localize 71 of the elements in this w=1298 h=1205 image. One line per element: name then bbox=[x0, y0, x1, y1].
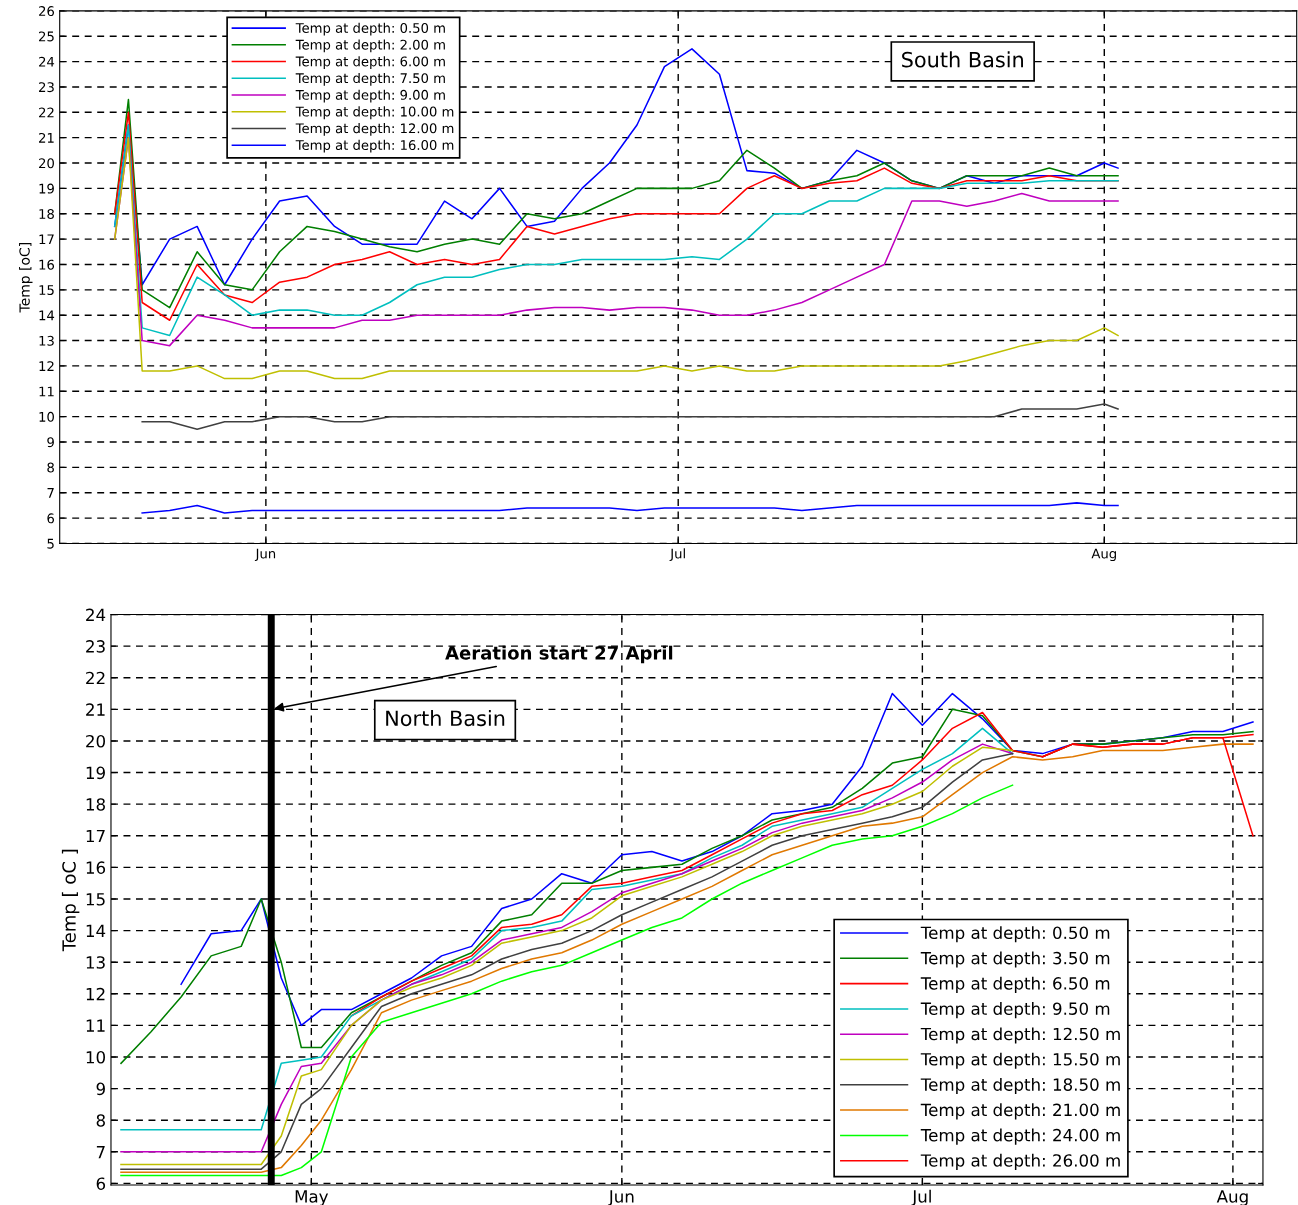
legend-label: Temp at depth: 10.00 m bbox=[295, 106, 454, 120]
y-tick-label: 13 bbox=[39, 335, 54, 346]
y-tick-label: 19 bbox=[39, 183, 54, 194]
y-tick-label: 6 bbox=[96, 1177, 106, 1190]
y-tick-label: 14 bbox=[86, 924, 106, 937]
legend-label: Temp at depth: 3.50 m bbox=[920, 951, 1110, 968]
legend-label: Temp at depth: 24.00 m bbox=[920, 1128, 1120, 1145]
y-tick-label: 25 bbox=[39, 31, 54, 42]
legend-label: Temp at depth: 9.50 m bbox=[920, 1002, 1110, 1019]
legend-label: Temp at depth: 7.50 m bbox=[295, 72, 445, 86]
y-tick-label: 12 bbox=[39, 361, 54, 371]
legend-label: Temp at depth: 0.50 m bbox=[295, 22, 445, 36]
y-tick-label: 26 bbox=[39, 6, 55, 17]
annotation: Aeration start 27 April bbox=[445, 645, 673, 664]
x-tick-label: Aug bbox=[1091, 548, 1116, 562]
legend-label: Temp at depth: 21.00 m bbox=[920, 1103, 1120, 1120]
y-tick-label: 17 bbox=[86, 829, 105, 843]
y-tick-label: 11 bbox=[39, 386, 54, 397]
y-tick-label: 7 bbox=[96, 1145, 105, 1159]
legend-label: Temp at depth: 15.50 m bbox=[920, 1052, 1120, 1069]
y-tick-label: 9 bbox=[47, 437, 54, 448]
y-tick-label: 15 bbox=[86, 893, 105, 906]
x-tick-label: May bbox=[295, 1190, 329, 1205]
y-tick-label: 13 bbox=[86, 956, 105, 969]
x-tick-label: Aug bbox=[1216, 1190, 1248, 1205]
y-tick-label: 17 bbox=[39, 234, 54, 245]
y-tick-label: 22 bbox=[86, 671, 105, 685]
y-tick-label: 8 bbox=[47, 462, 54, 473]
legend-label: Temp at depth: 9.00 m bbox=[295, 89, 445, 103]
legend-label: Temp at depth: 2.00 m bbox=[295, 39, 445, 53]
x-tick-label: Jul bbox=[911, 1189, 931, 1205]
y-tick-label: 18 bbox=[86, 798, 105, 811]
legend-label: Temp at depth: 6.50 m bbox=[920, 976, 1110, 993]
y-tick-label: 9 bbox=[96, 1082, 105, 1096]
y-axis-title: Temp [ oC ] bbox=[61, 849, 80, 952]
y-tick-label: 6 bbox=[47, 513, 55, 524]
y-tick-label: 7 bbox=[47, 488, 54, 498]
y-tick-label: 19 bbox=[86, 766, 105, 780]
legend-label: Temp at depth: 0.50 m bbox=[920, 926, 1110, 943]
annotation: South Basin bbox=[902, 51, 1023, 68]
legend-label: Temp at depth: 12.50 m bbox=[920, 1027, 1120, 1044]
y-tick-label: 8 bbox=[96, 1114, 105, 1127]
y-tick-label: 20 bbox=[39, 158, 54, 169]
y-tick-label: 12 bbox=[86, 987, 105, 1001]
y-tick-label: 14 bbox=[39, 310, 55, 321]
x-tick-label: Jun bbox=[607, 1190, 634, 1205]
y-tick-label: 21 bbox=[39, 132, 54, 143]
y-tick-label: 24 bbox=[39, 56, 55, 67]
legend-label: Temp at depth: 26.00 m bbox=[920, 1153, 1120, 1170]
y-tick-label: 5 bbox=[47, 538, 54, 549]
y-tick-label: 18 bbox=[39, 208, 54, 219]
y-tick-label: 23 bbox=[39, 82, 54, 93]
x-tick-label: Jun bbox=[254, 548, 276, 561]
y-tick-label: 16 bbox=[86, 861, 106, 874]
y-tick-label: 16 bbox=[39, 259, 55, 270]
legend-label: Temp at depth: 16.00 m bbox=[295, 139, 454, 153]
legend-label: Temp at depth: 12.00 m bbox=[295, 123, 454, 136]
legend-label: Temp at depth: 18.50 m bbox=[920, 1077, 1120, 1095]
y-tick-label: 11 bbox=[86, 1019, 105, 1032]
y-tick-label: 23 bbox=[86, 640, 105, 653]
y-tick-label: 10 bbox=[39, 411, 54, 422]
legend-label: Temp at depth: 6.00 m bbox=[295, 56, 445, 69]
y-axis-title: Temp [oC] bbox=[19, 243, 33, 313]
y-tick-label: 24 bbox=[86, 608, 106, 621]
y-tick-label: 22 bbox=[39, 107, 54, 118]
annotation: North Basin bbox=[386, 710, 505, 727]
y-tick-label: 10 bbox=[86, 1050, 106, 1064]
y-tick-label: 20 bbox=[86, 734, 106, 748]
x-tick-label: Jul bbox=[669, 548, 685, 561]
y-tick-label: 15 bbox=[39, 285, 54, 296]
y-tick-label: 21 bbox=[86, 703, 105, 716]
